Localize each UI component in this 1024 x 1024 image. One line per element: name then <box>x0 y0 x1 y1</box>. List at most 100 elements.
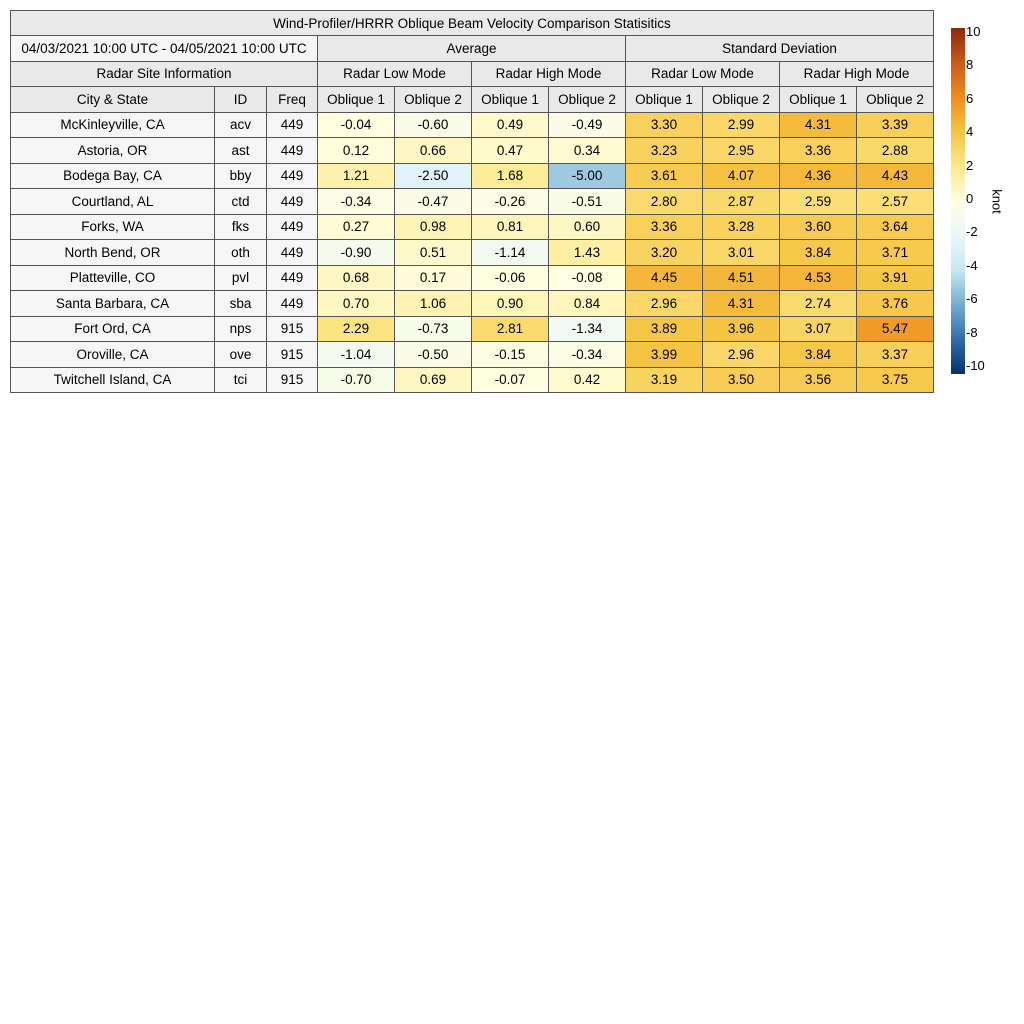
statistics-table: Wind-Profiler/HRRR Oblique Beam Velocity… <box>10 10 934 393</box>
value-cell: 0.42 <box>548 366 626 393</box>
value-cell: -0.08 <box>548 264 626 291</box>
column-header-city: City & State <box>10 86 215 113</box>
value-cell: 0.60 <box>548 213 626 240</box>
column-header-id: ID <box>214 86 267 113</box>
value-cell: 3.23 <box>625 137 703 164</box>
value-cell: 3.84 <box>779 239 857 266</box>
table-row: Forks, WA fks 449 0.27 0.98 0.81 0.60 3.36 3.28 3… <box>10 213 934 240</box>
colorbar-tick-label: -8 <box>966 324 978 340</box>
value-cell: -2.50 <box>394 162 472 189</box>
table-row: Twitchell Island, CA tci 915 -0.70 0.69 -0.07… <box>10 366 934 393</box>
value-cell: -1.14 <box>471 239 549 266</box>
value-cell: 3.50 <box>702 366 780 393</box>
subgroup-header: Radar Low Mode <box>317 60 472 87</box>
site-freq: 449 <box>266 264 318 291</box>
value-cell: 0.27 <box>317 213 395 240</box>
value-cell: 0.49 <box>471 111 549 138</box>
value-cell: -0.50 <box>394 341 472 368</box>
site-freq: 449 <box>266 239 318 266</box>
colorbar-tick-label: 6 <box>966 90 974 106</box>
value-cell: 2.99 <box>702 111 780 138</box>
site-id: ast <box>214 137 267 164</box>
value-cell: -0.47 <box>394 188 472 215</box>
site-id: pvl <box>214 264 267 291</box>
value-cell: 2.95 <box>702 137 780 164</box>
colorbar-tick-label: 10 <box>966 24 981 39</box>
value-cell: -5.00 <box>548 162 626 189</box>
subgroup-header: Radar High Mode <box>471 60 626 87</box>
value-cell: 0.98 <box>394 213 472 240</box>
colorbar <box>951 28 965 374</box>
column-header-beam: Oblique 2 <box>702 86 780 113</box>
table-row: Santa Barbara, CA sba 449 0.70 1.06 0.90 0.84 2… <box>10 290 934 317</box>
table-row: Bodega Bay, CA bby 449 1.21 -2.50 1.68 -5.00 3.… <box>10 162 934 189</box>
value-cell: -0.07 <box>471 366 549 393</box>
table-row: Courtland, AL ctd 449 -0.34 -0.47 -0.26 -0.51 2… <box>10 188 934 215</box>
value-cell: -0.34 <box>548 341 626 368</box>
site-info-header: Radar Site Information <box>10 60 318 87</box>
value-cell: 3.89 <box>625 315 703 342</box>
value-cell: 5.47 <box>856 315 934 342</box>
value-cell: 3.36 <box>779 137 857 164</box>
site-id: acv <box>214 111 267 138</box>
table-row: Astoria, OR ast 449 0.12 0.66 0.47 0.34 3.23 2.9… <box>10 137 934 164</box>
value-cell: -0.49 <box>548 111 626 138</box>
value-cell: 1.06 <box>394 290 472 317</box>
value-cell: 3.56 <box>779 366 857 393</box>
value-cell: 0.90 <box>471 290 549 317</box>
site-city: Forks, WA <box>10 213 215 240</box>
colorbar-tick-label: -10 <box>966 358 985 373</box>
site-city: Astoria, OR <box>10 137 215 164</box>
table-row: Platteville, CO pvl 449 0.68 0.17 -0.06 -0.08 4… <box>10 264 934 291</box>
value-cell: 0.66 <box>394 137 472 164</box>
site-freq: 915 <box>266 366 318 393</box>
value-cell: 3.71 <box>856 239 934 266</box>
value-cell: 2.80 <box>625 188 703 215</box>
colorbar-unit-label: knot <box>989 189 1005 214</box>
site-freq: 449 <box>266 111 318 138</box>
column-header-beam: Oblique 2 <box>856 86 934 113</box>
value-cell: 3.76 <box>856 290 934 317</box>
column-header-beam: Oblique 1 <box>779 86 857 113</box>
site-id: nps <box>214 315 267 342</box>
value-cell: -0.26 <box>471 188 549 215</box>
value-cell: 3.20 <box>625 239 703 266</box>
value-cell: 1.43 <box>548 239 626 266</box>
table-title: Wind-Profiler/HRRR Oblique Beam Velocity… <box>10 10 934 36</box>
subgroup-header: Radar High Mode <box>779 60 934 87</box>
colorbar-tick-label: -6 <box>966 291 978 307</box>
value-cell: 3.36 <box>625 213 703 240</box>
column-header-beam: Oblique 1 <box>317 86 395 113</box>
value-cell: 0.81 <box>471 213 549 240</box>
value-cell: 3.96 <box>702 315 780 342</box>
value-cell: -1.34 <box>548 315 626 342</box>
value-cell: -0.06 <box>471 264 549 291</box>
date-range: 04/03/2021 10:00 UTC - 04/05/2021 10:00 … <box>10 35 318 62</box>
value-cell: 3.75 <box>856 366 934 393</box>
value-cell: 4.31 <box>779 111 857 138</box>
site-id: sba <box>214 290 267 317</box>
value-cell: 3.37 <box>856 341 934 368</box>
value-cell: 0.84 <box>548 290 626 317</box>
value-cell: 1.68 <box>471 162 549 189</box>
value-cell: 4.31 <box>702 290 780 317</box>
value-cell: 2.57 <box>856 188 934 215</box>
value-cell: 3.60 <box>779 213 857 240</box>
site-city: Oroville, CA <box>10 341 215 368</box>
value-cell: 3.39 <box>856 111 934 138</box>
value-cell: 4.07 <box>702 162 780 189</box>
group-header-std-dev: Standard Deviation <box>625 35 934 62</box>
value-cell: 4.43 <box>856 162 934 189</box>
colorbar-tick-label: 4 <box>966 124 974 140</box>
value-cell: 2.74 <box>779 290 857 317</box>
colorbar-tick-label: 0 <box>966 191 974 206</box>
value-cell: 2.87 <box>702 188 780 215</box>
value-cell: 0.34 <box>548 137 626 164</box>
value-cell: 2.59 <box>779 188 857 215</box>
site-city: Fort Ord, CA <box>10 315 215 342</box>
value-cell: -0.90 <box>317 239 395 266</box>
value-cell: -0.15 <box>471 341 549 368</box>
column-header-freq: Freq <box>266 86 318 113</box>
value-cell: 1.21 <box>317 162 395 189</box>
site-freq: 449 <box>266 137 318 164</box>
